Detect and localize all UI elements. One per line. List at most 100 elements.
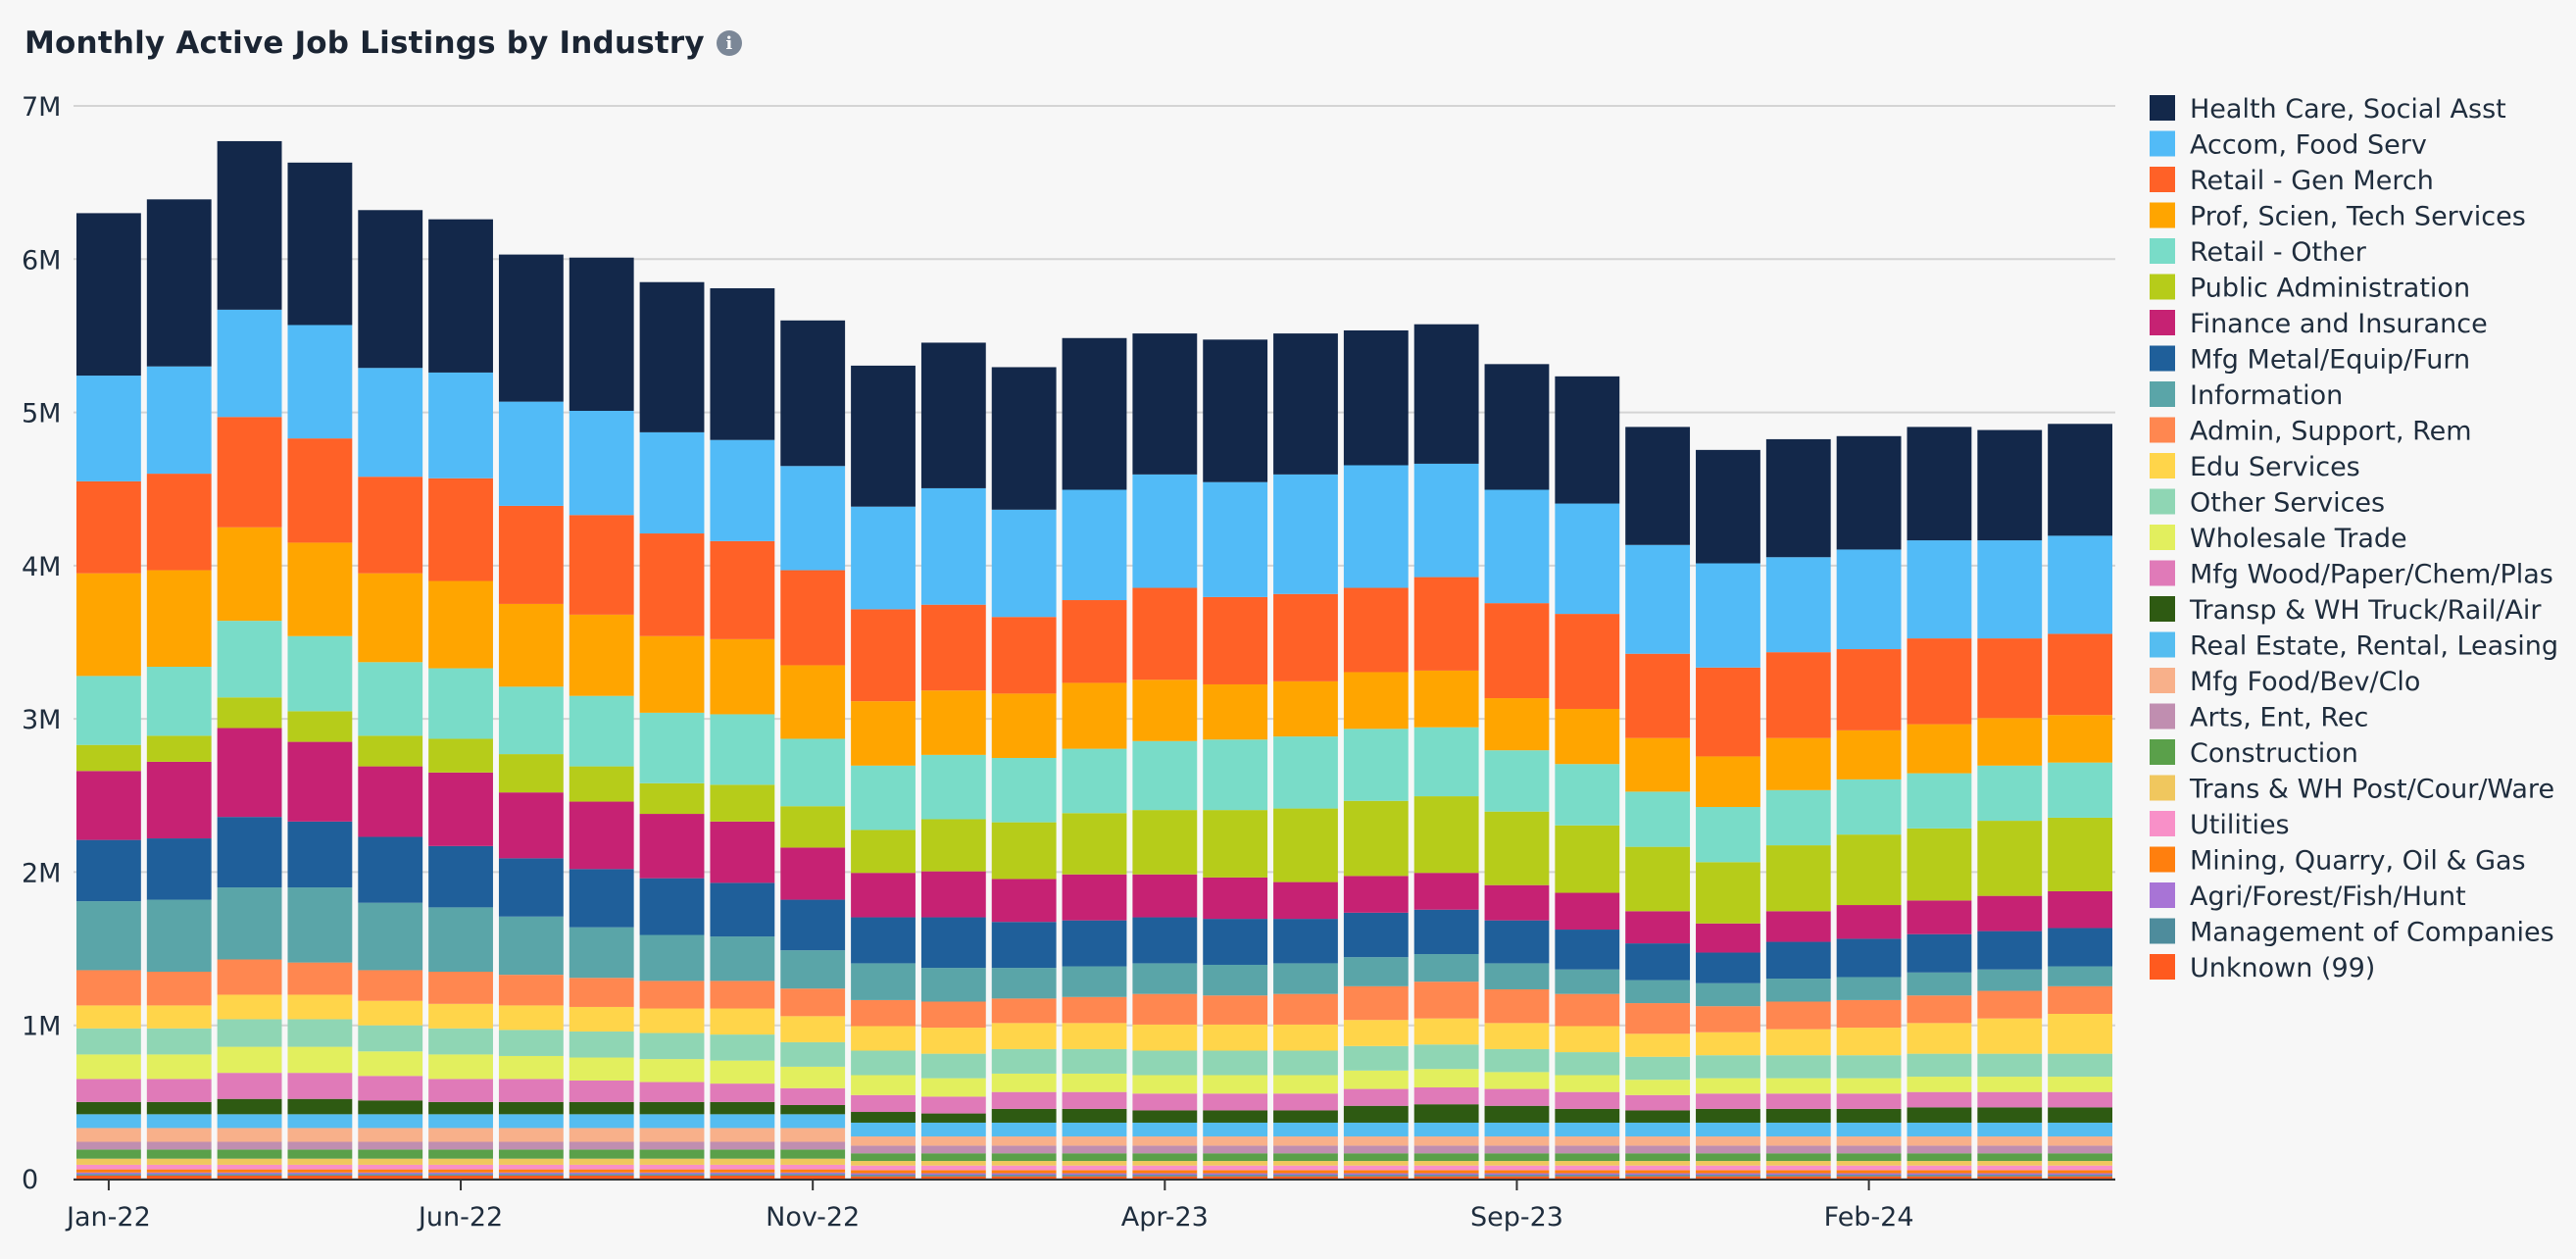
y-tick-label: 2M xyxy=(22,858,61,888)
bar-segment xyxy=(1907,1173,1972,1176)
bar-segment xyxy=(1625,1003,1691,1034)
bar-stack xyxy=(569,257,634,1179)
bar-segment xyxy=(1062,1161,1127,1166)
bar-segment xyxy=(498,686,564,755)
bar-segment xyxy=(1273,1110,1338,1123)
legend-label: Utilities xyxy=(2190,810,2290,840)
bar-segment xyxy=(1555,764,1620,826)
bar-segment xyxy=(1625,911,1691,944)
bar-segment xyxy=(498,1149,564,1159)
bar-segment xyxy=(991,1176,1057,1179)
bar-segment xyxy=(1062,682,1127,749)
bar-segment xyxy=(920,1122,986,1137)
bar-segment xyxy=(287,1172,353,1175)
bar-segment xyxy=(1203,1145,1268,1154)
bar-segment xyxy=(991,509,1057,618)
bar-segment xyxy=(287,821,353,888)
bar-segment xyxy=(569,869,634,928)
bar-segment xyxy=(920,1113,986,1123)
bar-segment xyxy=(76,1175,141,1179)
bar-segment xyxy=(1343,1145,1409,1154)
bar-stack xyxy=(1836,435,1902,1179)
bar-segment xyxy=(76,1149,141,1159)
bar-segment xyxy=(991,1073,1057,1092)
bar-segment xyxy=(1977,1170,2043,1174)
bar-segment xyxy=(920,1028,986,1054)
bar-segment xyxy=(1132,1075,1198,1094)
bar-segment xyxy=(851,1175,916,1177)
bar-segment xyxy=(498,1175,564,1179)
bar-segment xyxy=(1062,1108,1127,1123)
bar-segment xyxy=(1413,1176,1479,1179)
bar-segment xyxy=(710,1060,775,1084)
bar-segment xyxy=(146,1028,212,1055)
bar-segment xyxy=(1765,1108,1831,1123)
bar-segment xyxy=(1977,1165,2043,1171)
bar-segment xyxy=(1977,1176,2043,1179)
bar-segment xyxy=(287,962,353,995)
bar-segment xyxy=(991,922,1057,969)
bar-segment xyxy=(358,1114,423,1129)
bar-segment xyxy=(1203,1176,1268,1179)
bar-segment xyxy=(1625,1165,1691,1171)
bar-segment xyxy=(1273,736,1338,809)
bar-segment xyxy=(1696,1170,1760,1174)
x-tick-label: Jan-22 xyxy=(65,1202,151,1233)
bar-segment xyxy=(2048,1107,2112,1123)
bar-segment xyxy=(498,1164,564,1170)
bar-stack xyxy=(1977,429,2043,1179)
bar-segment xyxy=(1836,905,1902,939)
bar-segment xyxy=(217,1046,282,1074)
bar-segment xyxy=(146,1005,212,1029)
bar-segment xyxy=(1555,1153,1620,1162)
bar-segment xyxy=(710,1114,775,1129)
bar-segment xyxy=(1907,638,1972,725)
bar-segment xyxy=(217,1073,282,1099)
bar-segment xyxy=(358,573,423,663)
legend-swatch xyxy=(2150,453,2175,478)
bar-segment xyxy=(1836,1028,1902,1056)
bar-segment xyxy=(1484,988,1550,1024)
bar-segment xyxy=(639,782,705,815)
bar-segment xyxy=(851,1122,916,1137)
bar-segment xyxy=(1907,933,1972,973)
bar-segment xyxy=(1273,919,1338,964)
bar-segment xyxy=(1343,1122,1409,1137)
legend-item: Arts, Ent, Rec xyxy=(2150,703,2368,733)
bar-segment xyxy=(639,281,705,432)
bar-segment xyxy=(287,1046,353,1074)
legend-swatch xyxy=(2150,310,2175,335)
info-icon[interactable]: i xyxy=(716,30,742,56)
bar-segment xyxy=(1907,1122,1972,1137)
bar-segment xyxy=(1413,954,1479,982)
legend-item: Accom, Food Serv xyxy=(2150,130,2427,161)
bar-segment xyxy=(1413,1165,1479,1171)
bar-segment xyxy=(146,1169,212,1173)
legend-label: Agri/Forest/Fish/Hunt xyxy=(2190,881,2466,912)
bar-segment xyxy=(498,1128,564,1142)
bar-stack xyxy=(780,320,846,1179)
bar-segment xyxy=(287,1128,353,1142)
bar-segment xyxy=(780,1172,846,1175)
bar-segment xyxy=(1765,1001,1831,1030)
legend-swatch xyxy=(2150,130,2175,157)
bar-segment xyxy=(1203,1153,1268,1162)
bar-segment xyxy=(498,1174,564,1176)
bar-segment xyxy=(76,771,141,840)
bar-segment xyxy=(1484,1170,1550,1174)
bar-segment xyxy=(569,1031,634,1058)
bar-segment xyxy=(428,1054,493,1080)
bar-segment xyxy=(1907,427,1972,541)
bar-segment xyxy=(780,1158,846,1165)
bar-segment xyxy=(1765,1093,1831,1109)
bar-segment xyxy=(217,697,282,729)
legend-swatch xyxy=(2150,811,2175,836)
bar-segment xyxy=(1555,1161,1620,1166)
bar-segment xyxy=(851,917,916,964)
bar-segment xyxy=(76,970,141,1006)
bar-segment xyxy=(1273,1170,1338,1174)
bar-segment xyxy=(569,515,634,615)
bar-segment xyxy=(1625,544,1691,654)
bar-segment xyxy=(710,1141,775,1150)
bar-segment xyxy=(920,1170,986,1174)
